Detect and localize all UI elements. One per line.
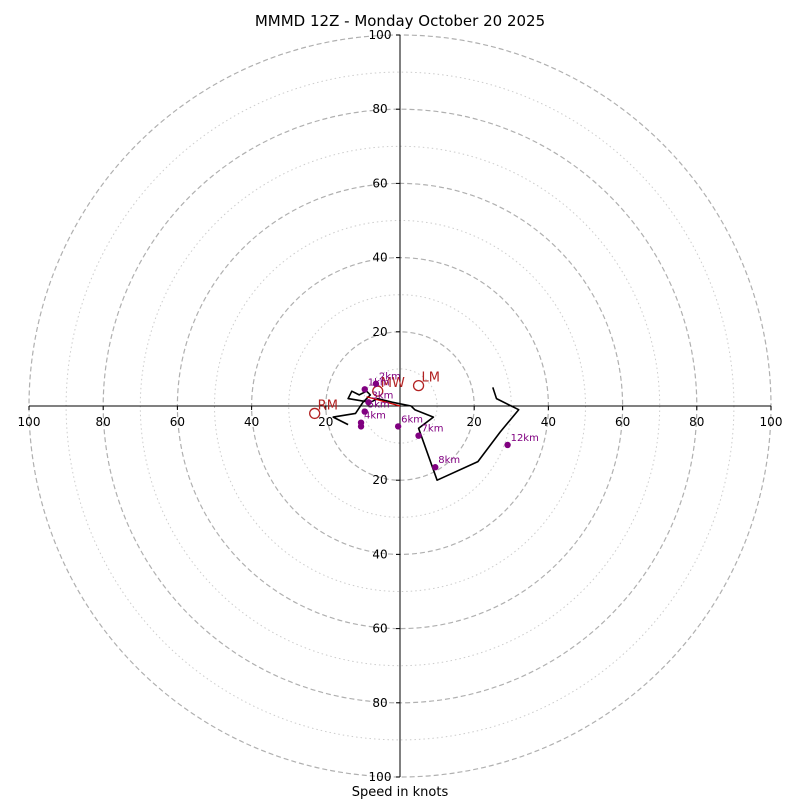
height-point bbox=[361, 386, 368, 393]
storm-motion-markers: RM LM MW bbox=[309, 371, 440, 420]
x-tick-label: 100 bbox=[18, 415, 41, 429]
x-tick-label: 60 bbox=[615, 415, 630, 429]
motion-marker-rm bbox=[309, 407, 321, 420]
height-point-label: 5km bbox=[368, 400, 390, 411]
y-tick-label: 80 bbox=[372, 696, 387, 710]
height-point-label: 12km bbox=[511, 433, 539, 444]
height-point-label: 7km bbox=[422, 424, 444, 435]
hodograph-trace-line bbox=[332, 387, 520, 482]
x-axis-label: Speed in knots bbox=[352, 785, 449, 800]
x-tick-label: 40 bbox=[244, 415, 259, 429]
height-point bbox=[432, 464, 439, 471]
y-tick-label: 60 bbox=[372, 622, 387, 636]
motion-marker-lm bbox=[412, 379, 425, 392]
y-tick-label: 40 bbox=[372, 251, 387, 265]
y-tick-label: 60 bbox=[372, 176, 387, 190]
height-point bbox=[394, 423, 402, 430]
height-point bbox=[372, 380, 380, 387]
y-tick-label: 20 bbox=[372, 325, 387, 339]
motion-label-rm: RM bbox=[318, 398, 338, 413]
height-point-label: 2km bbox=[379, 372, 401, 383]
y-tick-label: 100 bbox=[369, 28, 392, 42]
height-point bbox=[504, 441, 511, 449]
y-tick-label: 80 bbox=[372, 102, 387, 116]
x-tick-label: 100 bbox=[760, 415, 783, 429]
height-points: 1km2km3km4km5km6km7km8km12km bbox=[357, 372, 539, 471]
height-point-label: 8km bbox=[438, 455, 460, 466]
height-point-label: 3km bbox=[371, 390, 393, 401]
bunkers-vector-line bbox=[366, 396, 401, 407]
y-tick-label: 20 bbox=[372, 473, 387, 487]
x-tick-label: 60 bbox=[170, 415, 185, 429]
height-point-label: 6km bbox=[401, 414, 423, 425]
motion-label-mw: MW bbox=[381, 376, 405, 391]
x-tick-label: 80 bbox=[96, 415, 111, 429]
axes: 100 80 60 40 20 20 40 60 80 100 100 80 60 40 20 20 40 60 8… bbox=[18, 28, 783, 784]
chart-title: MMMD 12Z - Monday October 20 2025 bbox=[255, 12, 545, 30]
height-point-label: 4km bbox=[364, 411, 386, 422]
motion-label-lm: LM bbox=[422, 371, 440, 386]
x-tick-label: 80 bbox=[689, 415, 704, 429]
x-tick-label: 20 bbox=[467, 415, 482, 429]
x-tick-label: 20 bbox=[318, 415, 333, 429]
height-point bbox=[361, 408, 368, 415]
height-point bbox=[415, 432, 422, 439]
y-tick-label: 40 bbox=[372, 547, 387, 561]
x-tick-label: 40 bbox=[541, 415, 556, 429]
height-point bbox=[365, 399, 372, 406]
y-tick-label: 100 bbox=[369, 770, 392, 784]
wind-trace bbox=[332, 387, 520, 482]
height-point bbox=[357, 419, 365, 426]
